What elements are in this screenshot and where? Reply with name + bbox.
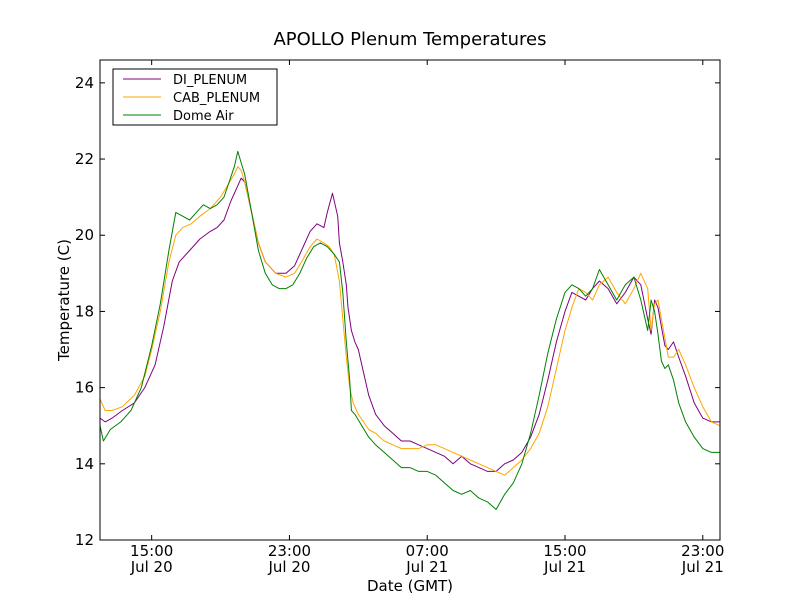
legend-label: DI_PLENUM xyxy=(173,73,247,88)
chart-title: APOLLO Plenum Temperatures xyxy=(273,29,546,50)
legend-label: Dome Air xyxy=(173,109,234,124)
y-tick-label: 14 xyxy=(75,455,94,473)
legend-label: CAB_PLENUM xyxy=(173,91,260,106)
x-tick-date-label: Jul 20 xyxy=(130,558,173,576)
y-tick-label: 22 xyxy=(75,150,94,168)
x-axis-label: Date (GMT) xyxy=(367,577,453,595)
plot-frame xyxy=(99,59,721,541)
y-tick-label: 24 xyxy=(75,74,94,92)
x-tick-time-label: 15:00 xyxy=(543,542,586,560)
y-tick-label: 18 xyxy=(75,302,94,320)
y-tick-label: 16 xyxy=(75,379,94,397)
x-tick-date-label: Jul 21 xyxy=(405,558,448,576)
series-line-dome-air xyxy=(99,150,720,510)
y-tick-label: 12 xyxy=(75,531,94,549)
x-tick-time-label: 15:00 xyxy=(130,542,173,560)
y-tick-label: 20 xyxy=(75,226,94,244)
x-tick-time-label: 23:00 xyxy=(681,542,724,560)
y-axis-label: Temperature (C) xyxy=(55,239,73,362)
x-tick-time-label: 07:00 xyxy=(406,542,449,560)
x-tick-date-label: Jul 20 xyxy=(267,558,310,576)
series-line-cab-plenum xyxy=(99,166,721,476)
x-tick-date-label: Jul 21 xyxy=(543,558,586,576)
x-tick-time-label: 23:00 xyxy=(268,542,311,560)
x-tick-date-label: Jul 21 xyxy=(681,558,724,576)
